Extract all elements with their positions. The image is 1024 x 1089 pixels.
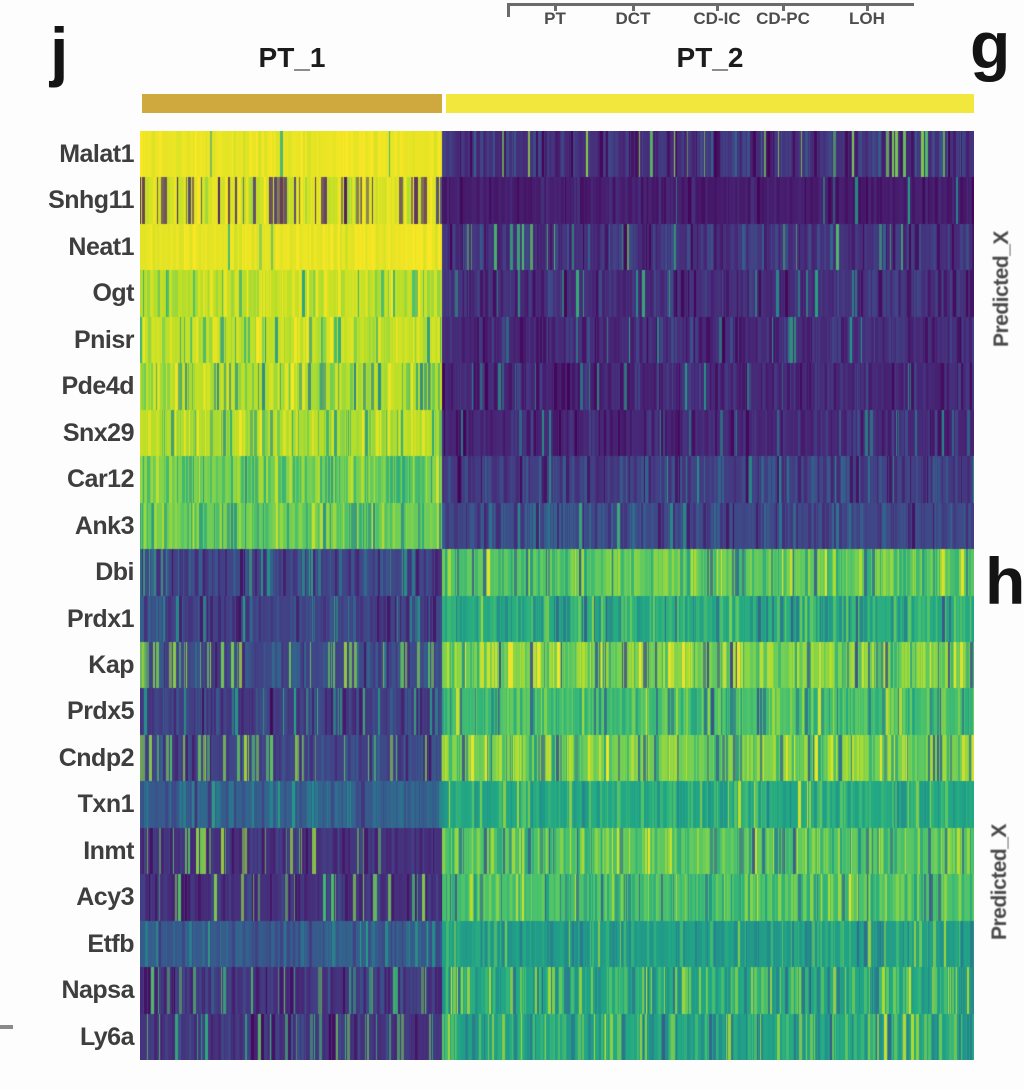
gene-label: Malat1 [59,140,134,168]
gene-label: Neat1 [68,232,134,261]
column-group-label-pt2: PT_2 [676,42,744,73]
gene-label: Napsa [61,976,134,1005]
gene-label: Snx29 [62,418,135,447]
gene-label: Inmt [83,836,134,865]
heatmap-canvas [140,131,974,1060]
gene-label: Ank3 [74,511,135,540]
axis-tick [782,3,785,11]
axis-tick-label: DCT [615,9,651,28]
gene-label: Txn1 [77,790,135,819]
axis-line [507,3,914,6]
gene-label: Ly6a [79,1022,135,1051]
gene-label: Kap [88,650,134,679]
panel-g-y-axis-label: Predicted_X [990,231,1013,347]
axis-tick-label: CD-IC [693,9,741,28]
gene-label: Dbi [95,558,134,587]
axis-tick-label: LOH [849,9,885,28]
axis-tick [866,3,869,11]
gene-label: Ogt [92,279,134,308]
gene-label: Pde4d [61,372,134,401]
axis-tick-label: CD-PC [756,9,810,28]
axis-tick [632,3,635,11]
gene-label: Acy3 [76,883,134,912]
gene-label: Car12 [67,465,135,494]
panel-label-h: h [985,544,1024,618]
cropped-tick-mark [0,1025,13,1029]
axis-tick [716,3,719,11]
gene-label: Cndp2 [58,743,135,772]
panel-h-y-axis-label: Predicted_X [988,824,1011,940]
gene-label: Pnisr [73,325,135,354]
axis-left-cap [507,3,510,17]
gene-label: Snhg11 [48,186,134,215]
group-annotation-bar-pt1 [142,94,442,113]
group-annotation-bar-pt2 [446,94,974,113]
column-group-label-pt1: PT_1 [258,42,326,73]
gene-label: Prdx1 [67,604,134,633]
gene-label: Prdx5 [67,697,134,726]
axis-tick [554,3,557,11]
gene-label: Etfb [87,929,134,958]
cropped-plot-bottom-axis: PT DCT CD-IC CD-PC LOH [0,0,1024,34]
axis-tick-label: PT [544,9,566,28]
panel-label-g: g [970,8,1011,82]
panel-label-j: j [50,14,69,88]
